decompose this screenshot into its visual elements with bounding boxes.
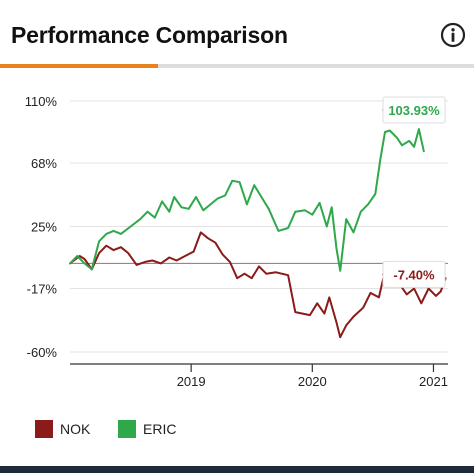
bottom-bar <box>0 466 474 473</box>
series-line-eric <box>69 128 425 272</box>
page-title: Performance Comparison <box>11 22 288 48</box>
legend-label-eric: ERIC <box>143 421 177 437</box>
legend-item-nok[interactable]: NOK <box>35 418 90 440</box>
chart-header: Performance Comparison <box>0 0 474 70</box>
x-tick-label: 2019 <box>177 374 206 389</box>
x-tick-label: 2020 <box>298 374 327 389</box>
y-tick-label: 110% <box>25 94 58 109</box>
info-icon[interactable] <box>440 22 466 48</box>
chart-legend: NOK ERIC <box>0 418 474 440</box>
end-callout-box-eric <box>382 96 446 124</box>
end-callout-box-nok <box>382 260 446 288</box>
header-accent-bar <box>0 64 158 68</box>
y-tick-label: -17% <box>27 282 58 297</box>
end-callout-label-nok: -7.40% <box>393 267 435 282</box>
end-callout-label-eric: 103.93% <box>388 103 440 118</box>
y-tick-label: 68% <box>31 156 57 171</box>
y-tick-label: 25% <box>31 220 57 235</box>
legend-swatch-nok <box>35 420 53 438</box>
x-tick-label: 2021 <box>419 374 448 389</box>
legend-swatch-eric <box>118 420 136 438</box>
legend-label-nok: NOK <box>60 421 91 437</box>
y-tick-label: -60% <box>27 345 58 360</box>
header-divider <box>0 64 474 68</box>
performance-chart: 110% 68% 25% -17% -60% 2019 2020 2021 -7.40% 103.… <box>25 94 448 389</box>
legend-item-eric[interactable]: ERIC <box>118 418 176 440</box>
